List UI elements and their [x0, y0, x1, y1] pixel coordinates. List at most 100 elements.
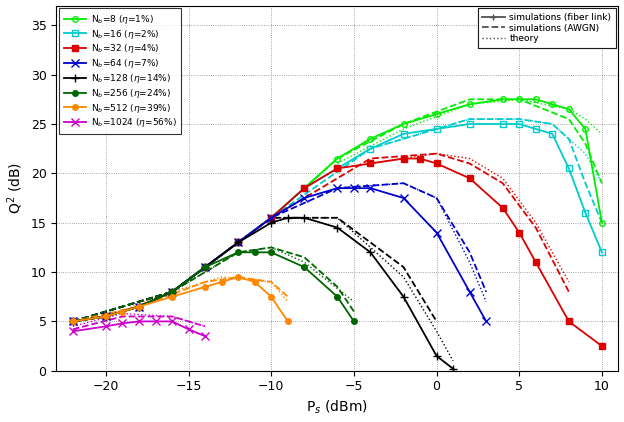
N$_b$=128 ($\eta$=14%): [433, 354, 441, 359]
N$_b$=64 ($\eta$=7%): [433, 230, 441, 235]
N$_b$=16 ($\eta$=2%): [598, 250, 606, 255]
N$_b$=64 ($\eta$=7%): [102, 314, 110, 319]
N$_b$=512 ($\eta$=39%): [168, 294, 176, 299]
N$_b$=256 ($\eta$=24%): [135, 304, 143, 309]
N$_b$=16 ($\eta$=2%): [102, 314, 110, 319]
Line: N$_b$=8 ($\eta$=1%): N$_b$=8 ($\eta$=1%): [70, 97, 605, 324]
N$_b$=128 ($\eta$=14%): [367, 250, 374, 255]
N$_b$=1024 ($\eta$=56%): [152, 319, 159, 324]
N$_b$=256 ($\eta$=24%): [235, 250, 242, 255]
N$_b$=64 ($\eta$=7%): [69, 319, 77, 324]
N$_b$=512 ($\eta$=39%): [135, 304, 143, 309]
N$_b$=128 ($\eta$=14%): [301, 215, 308, 220]
N$_b$=256 ($\eta$=24%): [168, 289, 176, 294]
N$_b$=1024 ($\eta$=56%): [69, 329, 77, 334]
N$_b$=32 ($\eta$=4%): [515, 230, 523, 235]
N$_b$=32 ($\eta$=4%): [565, 319, 573, 324]
N$_b$=16 ($\eta$=2%): [400, 131, 407, 136]
N$_b$=64 ($\eta$=7%): [135, 304, 143, 309]
N$_b$=256 ($\eta$=24%): [334, 294, 341, 299]
N$_b$=8 ($\eta$=1%): [235, 240, 242, 245]
N$_b$=1024 ($\eta$=56%): [168, 319, 176, 324]
N$_b$=16 ($\eta$=2%): [548, 131, 556, 136]
N$_b$=128 ($\eta$=14%): [69, 319, 77, 324]
N$_b$=32 ($\eta$=4%): [301, 186, 308, 191]
N$_b$=64 ($\eta$=7%): [168, 289, 176, 294]
N$_b$=256 ($\eta$=24%): [350, 319, 358, 324]
N$_b$=64 ($\eta$=7%): [400, 195, 407, 200]
N$_b$=64 ($\eta$=7%): [334, 186, 341, 191]
N$_b$=8 ($\eta$=1%): [135, 304, 143, 309]
N$_b$=1024 ($\eta$=56%): [135, 319, 143, 324]
N$_b$=1024 ($\eta$=56%): [185, 327, 192, 332]
N$_b$=128 ($\eta$=14%): [284, 215, 291, 220]
N$_b$=8 ($\eta$=1%): [400, 122, 407, 127]
N$_b$=16 ($\eta$=2%): [433, 127, 441, 132]
N$_b$=16 ($\eta$=2%): [367, 146, 374, 151]
N$_b$=32 ($\eta$=4%): [433, 161, 441, 166]
Line: N$_b$=64 ($\eta$=7%): N$_b$=64 ($\eta$=7%): [69, 184, 490, 326]
N$_b$=8 ($\eta$=1%): [548, 102, 556, 107]
N$_b$=512 ($\eta$=39%): [268, 294, 275, 299]
N$_b$=32 ($\eta$=4%): [168, 289, 176, 294]
X-axis label: P$_s$ (dBm): P$_s$ (dBm): [306, 399, 368, 417]
N$_b$=1024 ($\eta$=56%): [202, 334, 209, 339]
N$_b$=32 ($\eta$=4%): [499, 206, 507, 211]
N$_b$=32 ($\eta$=4%): [69, 319, 77, 324]
N$_b$=256 ($\eta$=24%): [102, 314, 110, 319]
N$_b$=16 ($\eta$=2%): [499, 122, 507, 127]
N$_b$=8 ($\eta$=1%): [102, 314, 110, 319]
N$_b$=64 ($\eta$=7%): [202, 265, 209, 270]
N$_b$=512 ($\eta$=39%): [235, 274, 242, 279]
Line: N$_b$=32 ($\eta$=4%): N$_b$=32 ($\eta$=4%): [70, 156, 605, 349]
N$_b$=512 ($\eta$=39%): [119, 309, 126, 314]
N$_b$=128 ($\eta$=14%): [334, 225, 341, 230]
N$_b$=128 ($\eta$=14%): [268, 220, 275, 225]
N$_b$=128 ($\eta$=14%): [135, 304, 143, 309]
N$_b$=16 ($\eta$=2%): [69, 319, 77, 324]
N$_b$=16 ($\eta$=2%): [466, 122, 474, 127]
N$_b$=128 ($\eta$=14%): [400, 294, 407, 299]
N$_b$=64 ($\eta$=7%): [301, 195, 308, 200]
N$_b$=8 ($\eta$=1%): [69, 319, 77, 324]
N$_b$=1024 ($\eta$=56%): [102, 324, 110, 329]
N$_b$=8 ($\eta$=1%): [433, 111, 441, 116]
N$_b$=8 ($\eta$=1%): [168, 289, 176, 294]
N$_b$=8 ($\eta$=1%): [532, 97, 540, 102]
N$_b$=64 ($\eta$=7%): [350, 186, 358, 191]
N$_b$=512 ($\eta$=39%): [284, 319, 291, 324]
N$_b$=8 ($\eta$=1%): [582, 127, 589, 132]
Legend: simulations (fiber link), simulations (AWGN), theory: simulations (fiber link), simulations (A…: [477, 8, 616, 48]
N$_b$=256 ($\eta$=24%): [268, 250, 275, 255]
N$_b$=16 ($\eta$=2%): [202, 265, 209, 270]
N$_b$=8 ($\eta$=1%): [301, 186, 308, 191]
N$_b$=64 ($\eta$=7%): [235, 240, 242, 245]
N$_b$=16 ($\eta$=2%): [301, 186, 308, 191]
N$_b$=16 ($\eta$=2%): [565, 166, 573, 171]
Line: N$_b$=1024 ($\eta$=56%): N$_b$=1024 ($\eta$=56%): [69, 317, 209, 341]
N$_b$=256 ($\eta$=24%): [301, 265, 308, 270]
N$_b$=256 ($\eta$=24%): [202, 265, 209, 270]
N$_b$=8 ($\eta$=1%): [367, 136, 374, 141]
N$_b$=512 ($\eta$=39%): [202, 284, 209, 289]
Line: N$_b$=128 ($\eta$=14%): N$_b$=128 ($\eta$=14%): [69, 214, 457, 373]
N$_b$=32 ($\eta$=4%): [416, 156, 424, 161]
N$_b$=8 ($\eta$=1%): [202, 265, 209, 270]
N$_b$=512 ($\eta$=39%): [102, 314, 110, 319]
N$_b$=64 ($\eta$=7%): [466, 289, 474, 294]
N$_b$=16 ($\eta$=2%): [334, 166, 341, 171]
N$_b$=64 ($\eta$=7%): [268, 215, 275, 220]
N$_b$=8 ($\eta$=1%): [499, 97, 507, 102]
N$_b$=128 ($\eta$=14%): [235, 240, 242, 245]
Y-axis label: Q$^2$ (dB): Q$^2$ (dB): [6, 162, 25, 214]
N$_b$=8 ($\eta$=1%): [466, 102, 474, 107]
N$_b$=16 ($\eta$=2%): [168, 289, 176, 294]
N$_b$=32 ($\eta$=4%): [367, 161, 374, 166]
N$_b$=8 ($\eta$=1%): [515, 97, 523, 102]
N$_b$=8 ($\eta$=1%): [334, 156, 341, 161]
Line: N$_b$=256 ($\eta$=24%): N$_b$=256 ($\eta$=24%): [70, 249, 357, 324]
N$_b$=32 ($\eta$=4%): [202, 265, 209, 270]
N$_b$=32 ($\eta$=4%): [135, 304, 143, 309]
N$_b$=16 ($\eta$=2%): [135, 304, 143, 309]
N$_b$=16 ($\eta$=2%): [268, 215, 275, 220]
